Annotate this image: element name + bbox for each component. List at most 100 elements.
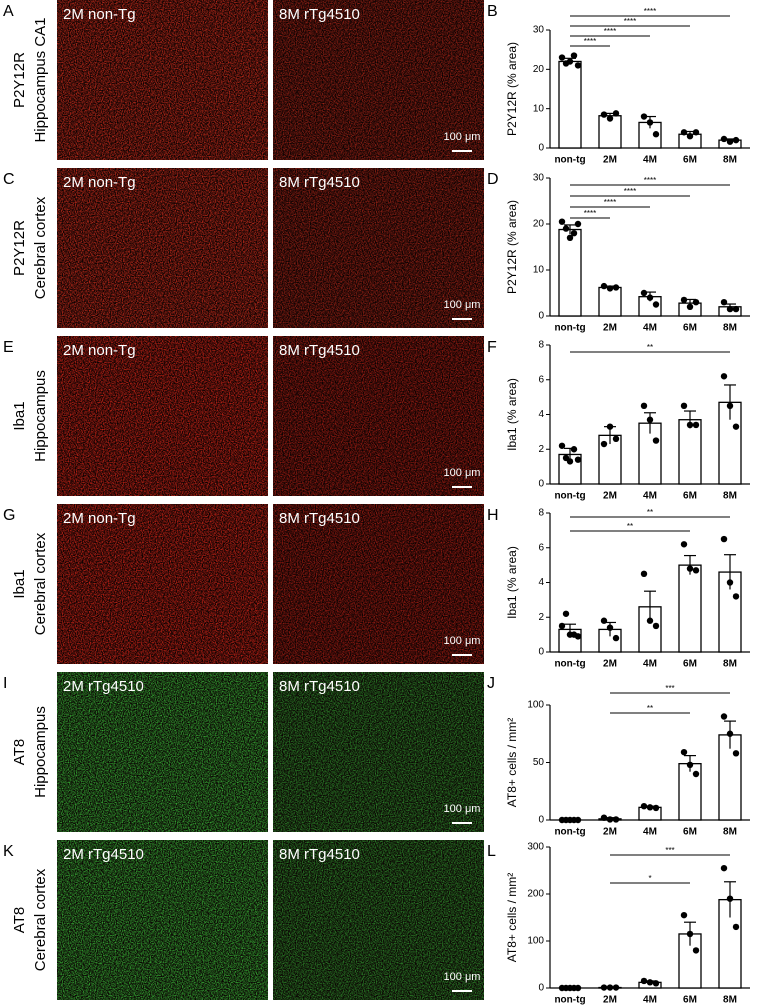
panel-letter: F [487, 339, 497, 356]
micrograph-texture [273, 0, 484, 160]
micrograph-texture [57, 168, 268, 328]
significance-label: **** [604, 27, 616, 36]
y-tick-label: 100 [527, 700, 544, 711]
y-axis-title: P2Y12R (% area) [505, 200, 519, 294]
data-point [680, 541, 688, 548]
data-point [574, 984, 582, 992]
data-point [612, 110, 620, 117]
x-tick-label: 8M [723, 155, 737, 166]
data-point [686, 761, 694, 768]
x-tick-label: 2M [603, 827, 617, 838]
data-point [566, 458, 574, 465]
data-point [726, 730, 734, 737]
y-tick-label: 50 [533, 757, 545, 768]
y-tick-label: 8 [538, 508, 544, 519]
data-point [726, 895, 734, 902]
data-point [692, 947, 700, 954]
data-point [686, 421, 694, 429]
micrograph-texture [57, 504, 268, 664]
data-point [726, 138, 734, 145]
scale-label: 100 μm [444, 971, 481, 983]
data-point [726, 579, 734, 586]
micrograph-caption: 2M rTg4510 [63, 846, 144, 863]
scale-label: 100 μm [444, 299, 481, 311]
scale-label: 100 μm [444, 131, 481, 143]
data-point [640, 803, 648, 810]
panel-letter: G [3, 507, 15, 524]
x-tick-label: 2M [603, 323, 617, 334]
y-tick-label: 6 [538, 374, 544, 385]
data-point [574, 816, 582, 824]
data-point [570, 52, 578, 59]
bar [678, 564, 702, 653]
x-tick-label: non-tg [554, 995, 585, 1006]
micrograph-texture [273, 840, 484, 1000]
data-point [570, 446, 578, 453]
region-label: Hippocampus [32, 370, 49, 462]
data-point [562, 610, 570, 617]
data-point [606, 423, 614, 430]
x-tick-label: 2M [603, 659, 617, 670]
data-point [692, 299, 700, 306]
data-point [720, 135, 728, 143]
stain-label: AT8 [11, 907, 28, 933]
x-tick-label: non-tg [554, 827, 585, 838]
micrograph-texture [57, 840, 268, 1000]
data-point [686, 930, 694, 938]
data-point [646, 119, 654, 126]
x-tick-label: 4M [643, 659, 657, 670]
x-tick-label: 6M [683, 827, 697, 838]
data-point [606, 624, 614, 631]
data-point [612, 984, 620, 991]
panel-letter: J [487, 675, 495, 692]
y-tick-label: 0 [538, 311, 544, 322]
y-axis-title: Iba1 (% area) [505, 378, 519, 451]
y-tick-label: 20 [533, 219, 545, 230]
data-point [720, 713, 728, 720]
data-point [732, 593, 740, 600]
data-point [570, 230, 578, 237]
x-tick-label: 4M [643, 491, 657, 502]
y-tick-label: 6 [538, 542, 544, 553]
y-tick-label: 0 [538, 983, 544, 994]
data-point [720, 535, 728, 543]
data-point [640, 402, 648, 410]
data-point [646, 294, 654, 301]
data-point [574, 456, 582, 463]
data-point [732, 136, 740, 144]
region-label: Cerebral cortex [32, 868, 49, 971]
significance-label: **** [584, 37, 596, 46]
y-axis-title: P2Y12R (% area) [505, 42, 519, 136]
scale-label: 100 μm [444, 803, 481, 815]
micrograph-caption: 2M non-Tg [63, 174, 136, 191]
micrograph-texture [57, 0, 268, 160]
bar [558, 60, 582, 149]
x-tick-label: 8M [723, 491, 737, 502]
y-tick-label: 0 [538, 143, 544, 154]
panel-letter: A [3, 3, 14, 20]
data-point [566, 234, 574, 241]
scale-label: 100 μm [444, 467, 481, 479]
data-point [652, 437, 660, 444]
micrograph-caption: 8M rTg4510 [279, 510, 360, 527]
y-tick-label: 0 [538, 815, 544, 826]
data-point [646, 617, 654, 624]
x-tick-label: non-tg [554, 323, 585, 334]
scale-label: 100 μm [444, 635, 481, 647]
significance-label: ** [627, 522, 633, 531]
data-point [692, 421, 700, 429]
panel-letter: L [487, 843, 496, 860]
data-point [600, 814, 608, 821]
micrograph-texture [273, 336, 484, 496]
y-tick-label: 20 [533, 64, 545, 75]
y-axis-title: AT8+ cells / mm² [505, 718, 519, 807]
data-point [600, 111, 608, 118]
micrograph-texture [273, 504, 484, 664]
data-point [574, 220, 582, 228]
panel-letter: I [3, 675, 7, 692]
data-point [726, 305, 734, 313]
micrograph-caption: 8M rTg4510 [279, 342, 360, 359]
stain-label: Iba1 [11, 401, 28, 430]
data-point [652, 980, 660, 987]
